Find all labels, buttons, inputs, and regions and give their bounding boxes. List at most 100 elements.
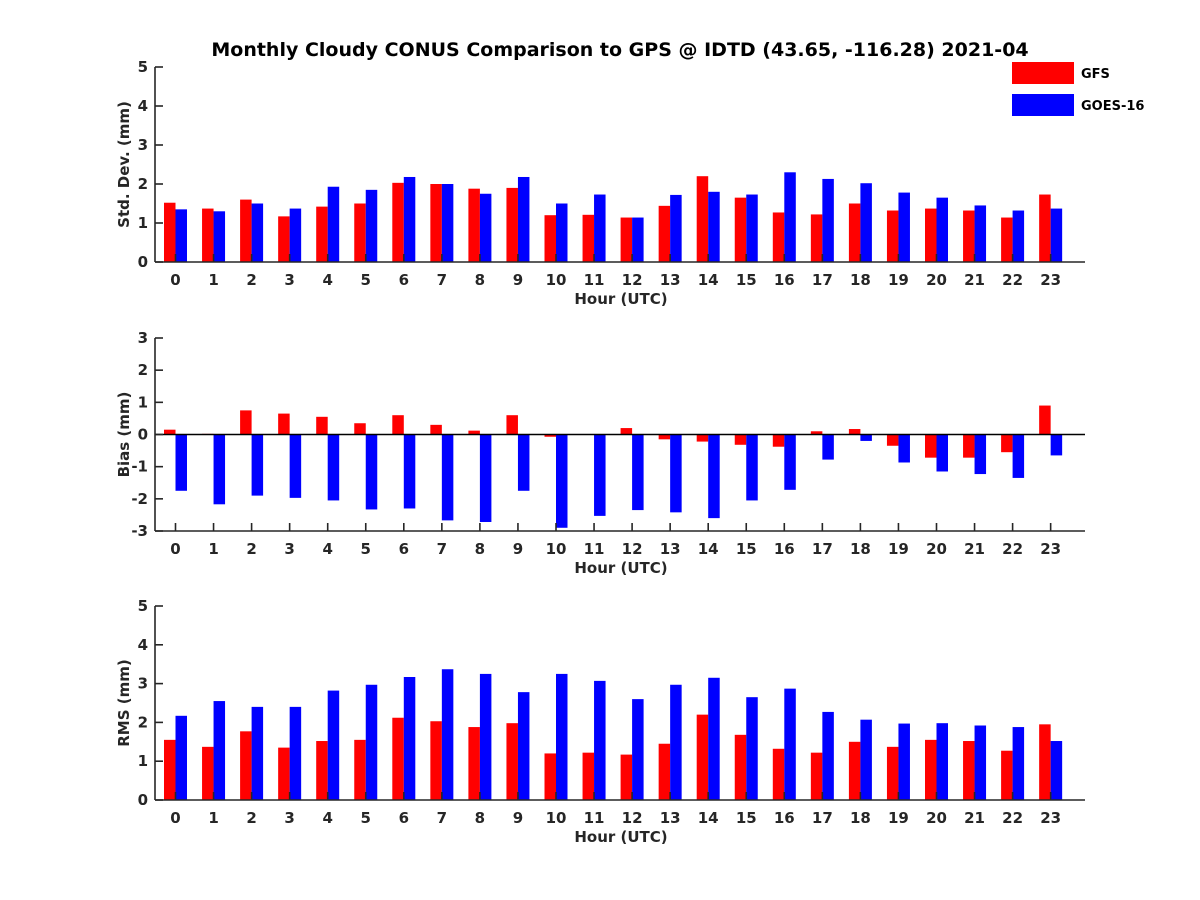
bar-gfs-hour-5 — [354, 739, 366, 800]
bar-goes16-hour-17 — [822, 178, 834, 262]
bar-goes16-hour-2 — [251, 706, 264, 800]
bar-gfs-hour-19 — [886, 746, 899, 800]
bar-gfs-hour-15 — [734, 434, 747, 445]
bar-gfs-hour-9 — [506, 187, 518, 262]
bar-gfs-hour-22 — [1001, 750, 1013, 800]
bar-goes16-hour-16 — [784, 434, 796, 490]
y-tick-label: 5 — [138, 58, 148, 76]
bar-goes16-hour-10 — [556, 203, 568, 262]
bar-goes16-hour-8 — [479, 434, 492, 522]
x-tick-label: 18 — [850, 540, 871, 558]
x-tick-label: 8 — [475, 809, 485, 827]
bar-goes16-hour-10 — [556, 434, 568, 528]
bar-goes16-hour-7 — [441, 434, 454, 521]
bar-gfs-hour-9 — [506, 415, 518, 435]
bar-goes16-hour-15 — [746, 434, 758, 501]
bar-goes16-hour-19 — [898, 192, 910, 262]
y-tick-label: 1 — [138, 393, 148, 411]
bar-goes16-hour-16 — [784, 688, 796, 800]
x-tick-label: 13 — [660, 809, 681, 827]
bar-goes16-hour-11 — [594, 434, 606, 516]
x-tick-label: 19 — [888, 540, 909, 558]
bar-goes16-hour-17 — [822, 711, 834, 800]
x-tick-label: 0 — [170, 809, 180, 827]
bar-gfs-hour-15 — [734, 734, 747, 800]
x-axis-label: Hour (UTC) — [574, 290, 667, 308]
x-tick-label: 6 — [399, 809, 409, 827]
x-tick-label: 15 — [736, 540, 757, 558]
x-tick-label: 22 — [1002, 540, 1023, 558]
y-tick-label: 0 — [138, 791, 148, 809]
bar-gfs-hour-18 — [848, 429, 861, 435]
x-tick-label: 14 — [698, 540, 719, 558]
y-tick-label: -3 — [131, 522, 148, 540]
bar-gfs-hour-3 — [278, 216, 290, 262]
x-tick-label: 12 — [622, 271, 643, 289]
x-tick-label: 22 — [1002, 809, 1023, 827]
bar-gfs-hour-7 — [430, 184, 442, 262]
y-tick-label: 4 — [138, 97, 148, 115]
y-axis-label: Std. Dev. (mm) — [115, 101, 133, 228]
legend: GFS GOES-16 — [1012, 62, 1144, 116]
x-tick-label: 20 — [926, 271, 947, 289]
x-tick-label: 2 — [246, 809, 256, 827]
bar-gfs-hour-20 — [925, 208, 937, 262]
x-tick-label: 1 — [208, 809, 218, 827]
bar-gfs-hour-8 — [468, 727, 480, 800]
x-tick-label: 10 — [546, 809, 567, 827]
y-tick-label: 0 — [138, 426, 148, 444]
bar-gfs-hour-14 — [696, 176, 709, 262]
bar-gfs-hour-23 — [1039, 724, 1051, 800]
x-tick-label: 21 — [964, 809, 985, 827]
bar-gfs-hour-1 — [202, 208, 214, 262]
bar-goes16-hour-5 — [365, 189, 378, 262]
bar-goes16-hour-4 — [327, 690, 340, 800]
chart-title: Monthly Cloudy CONUS Comparison to GPS @… — [211, 39, 1028, 61]
bar-goes16-hour-6 — [403, 677, 416, 800]
x-tick-label: 22 — [1002, 271, 1023, 289]
bar-goes16-hour-1 — [213, 211, 226, 262]
bar-gfs-hour-2 — [240, 731, 252, 800]
bar-gfs-hour-16 — [772, 212, 785, 262]
x-tick-label: 11 — [584, 809, 605, 827]
y-axis-label: RMS (mm) — [115, 659, 133, 746]
y-axis-label: Bias (mm) — [115, 392, 133, 478]
bar-gfs-hour-15 — [734, 197, 747, 262]
bar-goes16-hour-23 — [1050, 741, 1063, 800]
bar-goes16-hour-6 — [403, 176, 416, 262]
x-axis-label: Hour (UTC) — [574, 559, 667, 577]
x-tick-label: 13 — [660, 271, 681, 289]
bar-goes16-hour-0 — [175, 209, 187, 262]
bar-goes16-hour-21 — [974, 434, 987, 475]
bar-goes16-hour-1 — [213, 701, 226, 800]
bar-goes16-hour-13 — [670, 434, 682, 513]
bar-goes16-hour-3 — [289, 434, 302, 498]
y-tick-label: 3 — [138, 675, 148, 693]
x-tick-label: 8 — [475, 271, 485, 289]
bar-goes16-hour-16 — [784, 172, 796, 262]
bar-goes16-hour-20 — [936, 197, 948, 262]
bar-gfs-hour-10 — [544, 215, 556, 262]
bar-goes16-hour-7 — [441, 184, 454, 262]
y-tick-label: 4 — [138, 636, 148, 654]
x-tick-label: 9 — [513, 540, 523, 558]
x-tick-label: 8 — [475, 540, 485, 558]
x-tick-label: 15 — [736, 271, 757, 289]
bar-gfs-hour-4 — [316, 741, 328, 800]
bar-goes16-hour-15 — [746, 194, 758, 262]
bar-gfs-hour-7 — [430, 721, 442, 800]
bar-gfs-hour-6 — [392, 415, 404, 435]
x-tick-label: 10 — [546, 540, 567, 558]
x-tick-label: 2 — [246, 271, 256, 289]
x-tick-label: 17 — [812, 809, 833, 827]
x-tick-label: 3 — [284, 540, 294, 558]
legend-swatch-goes16 — [1012, 94, 1074, 116]
bar-goes16-hour-19 — [898, 434, 910, 463]
bar-goes16-hour-8 — [479, 193, 492, 262]
x-tick-label: 3 — [284, 271, 294, 289]
bar-goes16-hour-6 — [403, 434, 416, 509]
bar-gfs-hour-7 — [430, 424, 442, 435]
x-tick-label: 16 — [774, 271, 795, 289]
bar-gfs-hour-2 — [240, 199, 252, 262]
